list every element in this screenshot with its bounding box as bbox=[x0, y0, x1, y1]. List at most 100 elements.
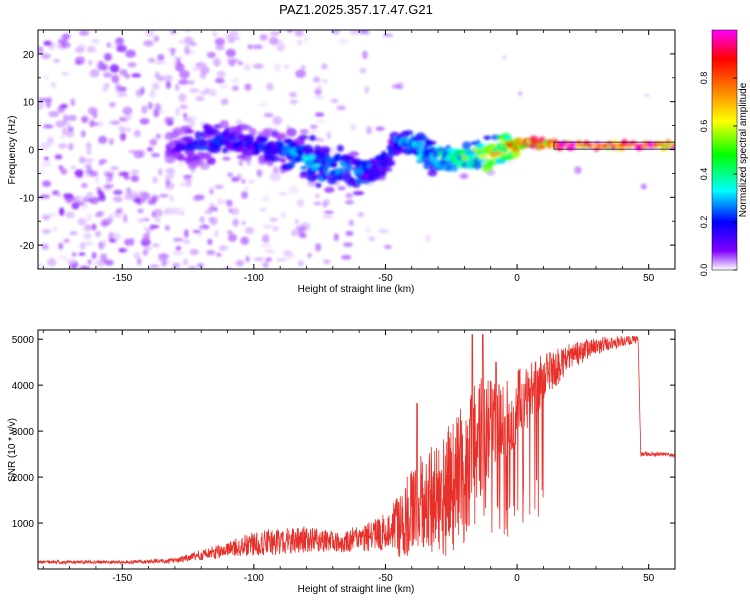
spectrogram-ridge-cell bbox=[219, 119, 229, 129]
spectrogram-cell bbox=[157, 53, 165, 61]
spectrogram-cell bbox=[158, 253, 169, 261]
spectrogram-cell bbox=[644, 93, 651, 98]
spectrogram-cell bbox=[113, 189, 123, 196]
spectrogram-cell bbox=[133, 252, 141, 260]
spectrogram-cell bbox=[70, 98, 76, 107]
spectrogram-ridge-cell bbox=[176, 155, 187, 162]
spectrogram-cell bbox=[144, 245, 152, 252]
spectrogram-cell bbox=[199, 91, 207, 95]
spectrogram-cell bbox=[176, 65, 187, 69]
spectrogram-cell bbox=[219, 84, 229, 89]
spectrogram-cell bbox=[87, 259, 92, 265]
spectrogram-cell bbox=[98, 135, 108, 144]
spectrogram-cell bbox=[69, 231, 78, 235]
spectrogram-cell bbox=[188, 118, 195, 128]
spectrogram-cell bbox=[98, 159, 108, 164]
snr-xtick-label: -50 bbox=[378, 573, 393, 584]
spectrogram-marks bbox=[38, 30, 675, 269]
spectrogram-cell bbox=[98, 194, 106, 202]
spectrogram-ytick-label: -10 bbox=[20, 193, 35, 204]
spectrogram-cell bbox=[297, 39, 302, 46]
snr-line bbox=[38, 334, 675, 566]
spectrogram-cell bbox=[108, 231, 115, 241]
spectrogram-cell bbox=[226, 199, 233, 207]
colorbar-label: Normalized spectral amplitude bbox=[738, 82, 749, 217]
spectrogram-cell bbox=[182, 257, 189, 266]
spectrogram-cell bbox=[262, 195, 270, 202]
spectrogram-cell bbox=[169, 194, 174, 202]
spectrogram-cell bbox=[153, 108, 160, 118]
spectrogram-cell bbox=[252, 63, 264, 69]
spectrogram-cell bbox=[95, 211, 104, 218]
spectrogram-cell bbox=[52, 226, 58, 232]
spectrogram-ridge-cell bbox=[193, 159, 205, 166]
spectrogram-cell bbox=[230, 30, 238, 35]
spectrogram-cell bbox=[357, 30, 369, 35]
spectrogram-cell bbox=[263, 112, 274, 118]
spectrogram-xtick-label: -150 bbox=[112, 273, 132, 284]
spectrogram-cell bbox=[62, 193, 74, 199]
spectrogram-cell bbox=[99, 253, 108, 261]
spectrogram-cell bbox=[314, 95, 325, 100]
spectrogram-ridge-cell bbox=[403, 129, 414, 136]
colorbar: 0.0 0.2 0.4 0.6 0.8 Normalized spectral ampl… bbox=[699, 29, 749, 276]
spectrogram-cell bbox=[228, 233, 237, 242]
spectrogram-cell bbox=[240, 236, 250, 245]
spectrogram-cell bbox=[366, 126, 373, 135]
spectrogram-cell bbox=[459, 173, 469, 180]
spectrogram-cell bbox=[286, 30, 294, 33]
spectrogram-cell bbox=[175, 245, 182, 251]
snr-xtick-label: 0 bbox=[514, 573, 520, 584]
spectrogram-cell bbox=[41, 228, 52, 235]
spectrogram-cell bbox=[53, 58, 60, 63]
snr-axes: -150 -100 -50 0 50 1000 2000 3000 4000 5000 bbox=[12, 330, 676, 584]
spectrogram-cell bbox=[192, 229, 201, 234]
spectrogram-cell bbox=[87, 167, 93, 175]
spectrogram-cell bbox=[265, 257, 272, 262]
spectrogram-cell bbox=[79, 242, 86, 250]
spectrogram-cell bbox=[231, 77, 240, 85]
spectrogram-cell bbox=[155, 133, 162, 140]
spectrogram-cell bbox=[163, 116, 172, 125]
spectrogram-cell bbox=[260, 243, 272, 249]
snr-xlabel: Height of straight line (km) bbox=[298, 584, 415, 595]
spectrogram-cell bbox=[189, 88, 200, 94]
spectrogram-cell bbox=[299, 128, 309, 135]
spectrogram-cell bbox=[139, 118, 150, 125]
spectrogram-cell bbox=[151, 243, 161, 248]
spectrogram-cell bbox=[149, 264, 160, 268]
spectrogram-cell bbox=[154, 71, 160, 80]
spectrogram-ridge-cell bbox=[258, 136, 269, 143]
spectrogram-cell bbox=[278, 192, 288, 196]
spectrogram-cell bbox=[78, 252, 86, 256]
spectrogram-cell bbox=[124, 127, 132, 132]
spectrogram-ridge-cell bbox=[269, 155, 281, 162]
spectrogram-cell bbox=[75, 200, 85, 206]
spectrogram-cell bbox=[291, 229, 298, 237]
spectrogram-cell bbox=[301, 65, 306, 71]
spectrogram-cell bbox=[209, 188, 214, 195]
spectrogram-cell bbox=[200, 226, 206, 230]
spectrogram-cell bbox=[95, 230, 101, 237]
spectrogram-cell bbox=[348, 219, 355, 227]
spectrogram-ridge-cell bbox=[336, 144, 344, 152]
spectrogram-cell bbox=[89, 69, 100, 78]
spectrogram-cell bbox=[259, 34, 268, 41]
spectrogram-cell bbox=[189, 41, 198, 47]
spectrogram-cell bbox=[97, 64, 108, 71]
spectrogram-cell bbox=[247, 179, 255, 184]
spectrogram-cell bbox=[118, 248, 128, 253]
spectrogram-cell bbox=[91, 38, 100, 44]
spectrogram-cell bbox=[123, 175, 130, 180]
spectrogram-cell bbox=[184, 229, 189, 238]
spectrogram-cell bbox=[60, 41, 71, 49]
spectrogram-cell bbox=[108, 238, 118, 243]
spectrogram-cell bbox=[176, 207, 185, 211]
spectrogram-cell bbox=[84, 164, 92, 169]
spectrogram-cell bbox=[164, 224, 170, 231]
spectrogram-cell bbox=[214, 184, 224, 190]
spectrogram-cell bbox=[274, 63, 281, 72]
spectrogram-cell bbox=[237, 61, 244, 66]
spectrogram-cell bbox=[214, 37, 226, 46]
spectrogram-cell bbox=[246, 161, 252, 166]
